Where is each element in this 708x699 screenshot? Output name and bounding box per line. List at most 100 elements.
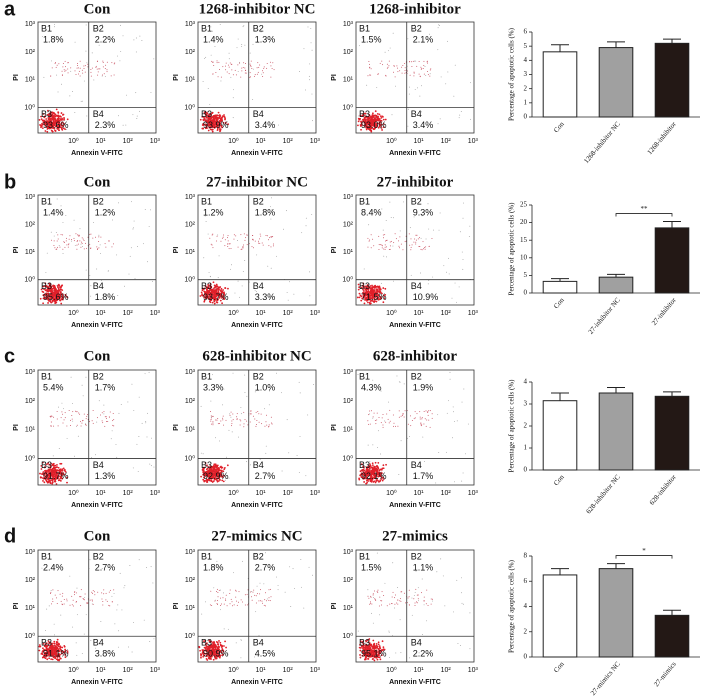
event-dot: [374, 127, 376, 130]
event-dot: [62, 422, 64, 424]
panel-letter: a: [4, 0, 16, 20]
event-dot: [265, 600, 267, 602]
event-dot: [382, 424, 384, 426]
event-dot: [453, 95, 455, 97]
event-dot: [87, 66, 89, 68]
event-dot: [283, 228, 284, 230]
event-dot: [63, 645, 66, 647]
event-dot: [89, 559, 91, 561]
event-dot: [72, 403, 74, 405]
event-dot: [77, 64, 79, 66]
event-dot: [125, 124, 127, 126]
event-dot: [85, 376, 87, 378]
event-dot: [267, 265, 269, 267]
event-dot: [372, 622, 374, 624]
event-dot: [428, 410, 430, 412]
event-dot: [49, 111, 52, 114]
event-dot: [379, 244, 381, 246]
event-dot: [53, 127, 56, 130]
event-dot: [220, 420, 222, 422]
event-dot: [217, 277, 219, 279]
event-dot: [75, 425, 77, 427]
event-dot: [225, 121, 227, 124]
event-dot: [102, 66, 104, 68]
event-dot: [210, 420, 212, 422]
event-dot: [80, 241, 82, 243]
event-dot: [244, 260, 246, 261]
flow-y-tick: 10²: [185, 49, 196, 56]
event-dot: [449, 378, 451, 380]
quadrant-name: B4: [253, 109, 264, 119]
event-dot: [377, 126, 380, 129]
event-dot: [388, 401, 390, 403]
event-dot: [53, 416, 55, 418]
event-dot: [56, 602, 58, 604]
flow-x-tick: 10²: [283, 310, 294, 317]
event-dot: [200, 405, 202, 407]
event-dot: [151, 437, 153, 439]
event-dot: [362, 282, 365, 285]
event-dot: [357, 120, 360, 123]
event-dot: [65, 237, 67, 239]
event-dot: [417, 587, 419, 589]
x-tick-label: 1268-inhibitor: [646, 120, 679, 157]
flow-y-tick: 10¹: [25, 605, 36, 612]
event-dot: [419, 418, 421, 420]
event-dot: [93, 591, 95, 593]
event-dot: [256, 593, 258, 595]
quadrant-value: 3.4%: [413, 120, 434, 130]
event-dot: [226, 71, 228, 73]
event-dot: [108, 240, 110, 242]
event-dot: [77, 435, 79, 437]
event-dot: [67, 68, 69, 70]
event-dot: [52, 598, 54, 600]
event-dot: [63, 116, 65, 119]
event-dot: [209, 294, 212, 296]
quadrant-value: 1.7%: [95, 382, 116, 392]
event-dot: [388, 631, 390, 633]
event-dot: [83, 598, 85, 600]
event-dot: [264, 552, 266, 554]
quadrant-value: 4.5%: [255, 649, 276, 659]
event-dot: [396, 375, 398, 377]
event-dot: [397, 587, 398, 589]
event-dot: [213, 300, 216, 303]
event-dot: [217, 123, 220, 125]
event-dot: [103, 589, 105, 591]
event-dot: [232, 605, 234, 607]
event-dot: [215, 466, 218, 469]
event-dot: [54, 299, 57, 302]
event-dot: [102, 60, 104, 62]
event-dot: [80, 243, 82, 245]
quadrant-value: 2.4%: [43, 562, 64, 572]
event-dot: [106, 61, 108, 63]
event-dot: [262, 76, 264, 78]
event-dot: [61, 125, 64, 127]
event-dot: [294, 587, 295, 589]
event-dot: [423, 604, 425, 606]
event-dot: [309, 63, 311, 65]
flow-y-tick: 10¹: [343, 77, 354, 84]
quadrant-value: 2.7%: [255, 562, 276, 572]
event-dot: [268, 597, 270, 599]
event-dot: [371, 123, 374, 125]
event-dot: [101, 598, 103, 600]
event-dot: [112, 219, 113, 221]
event-dot: [433, 229, 434, 231]
event-dot: [211, 118, 214, 121]
event-dot: [45, 294, 48, 297]
event-dot: [419, 237, 421, 239]
event-dot: [60, 123, 62, 126]
event-dot: [257, 71, 259, 73]
quadrant-value: 1.1%: [413, 562, 434, 572]
event-dot: [50, 293, 53, 296]
event-dot: [261, 199, 263, 201]
event-dot: [424, 248, 426, 250]
event-dot: [423, 423, 425, 425]
event-dot: [81, 69, 83, 71]
event-dot: [123, 587, 125, 589]
event-dot: [58, 659, 60, 662]
event-dot: [82, 72, 84, 74]
event-dot: [61, 74, 63, 76]
event-dot: [79, 75, 81, 77]
